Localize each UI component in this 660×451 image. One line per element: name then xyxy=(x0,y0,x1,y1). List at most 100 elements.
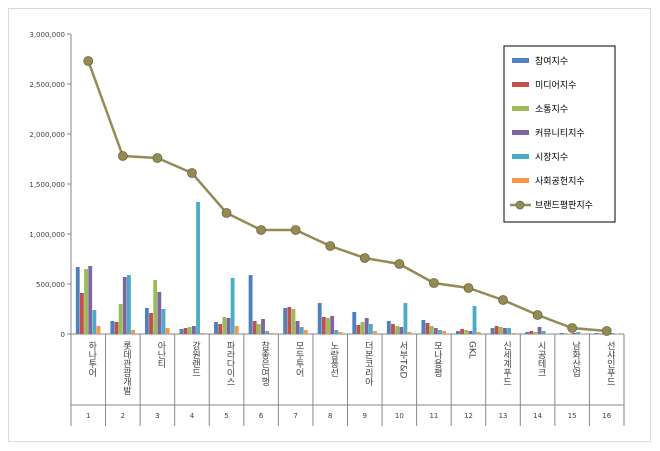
bar xyxy=(191,326,196,334)
x-category-label: 시공테크 xyxy=(536,341,546,377)
bar xyxy=(545,333,550,334)
bars-layer xyxy=(75,202,619,334)
bar xyxy=(84,269,88,334)
x-category-number: 11 xyxy=(429,412,438,420)
legend-swatch xyxy=(512,130,529,135)
bar xyxy=(326,318,330,334)
legend-swatch xyxy=(512,154,529,159)
line-point xyxy=(256,225,266,235)
x-category-number: 8 xyxy=(328,412,332,420)
y-tick-label: 1,000,000 xyxy=(29,231,65,239)
bar xyxy=(122,277,127,334)
bar xyxy=(338,332,343,334)
bar xyxy=(503,328,507,334)
bar xyxy=(615,333,619,334)
x-category-label: GKL xyxy=(466,341,476,359)
x-category-number: 3 xyxy=(155,412,159,420)
bar xyxy=(568,333,572,334)
bar xyxy=(425,323,430,334)
bar xyxy=(157,292,162,334)
x-category-label: 남화산업 xyxy=(570,341,580,377)
legend-label: 참여지수 xyxy=(535,55,568,67)
x-category-label: 롯데관광개발 xyxy=(121,341,131,395)
legend-label: 소통지수 xyxy=(535,104,568,115)
bar xyxy=(368,324,373,334)
bar xyxy=(580,333,585,334)
bar xyxy=(563,333,568,334)
x-category-number: 9 xyxy=(363,412,367,420)
x-category-label: 더본코리아 xyxy=(363,341,373,387)
bar xyxy=(525,332,529,334)
bar xyxy=(559,333,564,334)
bar xyxy=(149,313,153,334)
bar xyxy=(507,328,512,334)
line-point xyxy=(394,259,405,269)
bar xyxy=(330,316,335,334)
x-category-label: 파라다이스 xyxy=(225,341,235,386)
y-tick-label: 500,000 xyxy=(36,281,65,289)
bar xyxy=(265,331,270,334)
legend-label: 미디어지수 xyxy=(535,80,576,91)
bar xyxy=(252,321,257,334)
bar xyxy=(438,330,442,334)
bar xyxy=(356,325,361,334)
x-category-label: 하나투어 xyxy=(86,341,96,378)
bar xyxy=(79,293,84,334)
line-point xyxy=(532,310,543,320)
bar xyxy=(399,327,404,334)
legend-marker xyxy=(515,200,525,210)
x-category-label: 모두투어 xyxy=(294,341,304,378)
legend-label: 브랜드평판지수 xyxy=(535,200,593,211)
bar xyxy=(287,307,292,334)
x-category-label: 모나용평 xyxy=(432,341,442,377)
bar xyxy=(334,330,339,334)
x-category-label: 강원랜드 xyxy=(190,341,200,377)
x-category-label: 서부T&D xyxy=(397,341,407,379)
bar xyxy=(218,324,223,334)
bar xyxy=(395,326,400,334)
legend-swatch xyxy=(512,178,529,183)
bar xyxy=(179,329,184,334)
legend-swatch xyxy=(512,82,529,87)
bar xyxy=(490,328,495,334)
line-point xyxy=(221,208,232,218)
line-point xyxy=(187,168,197,178)
line-layer xyxy=(83,56,612,336)
chart-frame: 0 500,000 1,000,000 1,500,000 2,000,000 2,500… xyxy=(8,8,651,442)
line-point xyxy=(463,283,474,293)
bar xyxy=(88,266,93,334)
bar xyxy=(75,267,80,334)
y-tick-label: 2,500,000 xyxy=(29,81,65,89)
bar xyxy=(96,326,101,334)
bar xyxy=(214,322,218,334)
bar xyxy=(364,318,369,334)
line-point xyxy=(498,295,508,305)
line-point xyxy=(152,153,163,163)
y-tick-label: 3,000,000 xyxy=(29,31,65,39)
bar xyxy=(407,332,412,334)
bar xyxy=(468,331,473,334)
line-point xyxy=(83,56,94,66)
bar xyxy=(317,303,322,334)
bar xyxy=(541,331,546,334)
x-category-label: 신세계푸드 xyxy=(501,341,511,386)
line-point xyxy=(429,278,439,288)
x-axis: 하나투어 1 롯데관광개발 2 아난티 3 강원랜드 4 파라다이스 5 참좋은여행 6 모두투어 7 노랑… xyxy=(70,333,625,426)
bar xyxy=(222,317,227,334)
bar xyxy=(183,328,188,334)
line-point xyxy=(601,326,612,336)
bar xyxy=(456,331,460,334)
bar xyxy=(126,275,131,334)
bar xyxy=(576,332,581,334)
bar xyxy=(303,330,308,334)
bar xyxy=(165,328,170,334)
legend-swatch xyxy=(512,106,529,111)
bar xyxy=(442,331,447,334)
legend-label: 커뮤니티지수 xyxy=(535,128,585,139)
bar xyxy=(529,331,534,334)
bar xyxy=(269,333,274,334)
x-category-label: 노랑풍선 xyxy=(328,341,338,377)
x-category-number: 15 xyxy=(568,412,577,420)
bar xyxy=(472,306,477,334)
